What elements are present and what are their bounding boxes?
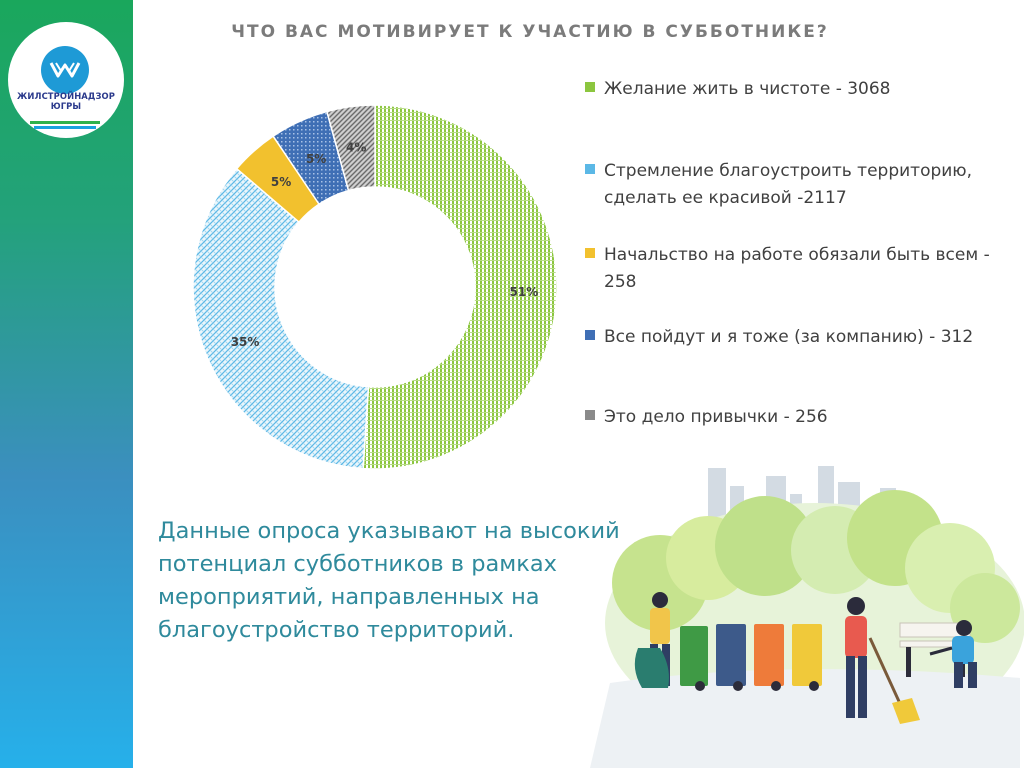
legend-label: Это дело привычки - 256 — [604, 407, 828, 427]
legend-swatch — [585, 82, 595, 92]
person-sweeping — [845, 597, 920, 724]
legend-item: Все пойдут и я тоже (за компанию) - 312 — [585, 324, 1014, 351]
chart-title: ЧТО ВАС МОТИВИРУЕТ К УЧАСТИЮ В СУББОТНИК… — [231, 22, 829, 42]
legend-swatch — [585, 248, 595, 258]
legend-item: Стремление благоустроить территорию, сде… — [585, 158, 1014, 212]
conclusion-text: Данные опроса указывают на высокий потен… — [158, 518, 620, 643]
logo-stripe-green — [30, 121, 100, 124]
logo-text: ЖИЛСТРОЙНАДЗОР ЮГРЫ — [17, 91, 115, 111]
wave-emblem-icon — [41, 46, 89, 94]
donut-slice-1 — [362, 104, 558, 470]
slice-percent-label: 51% — [510, 285, 539, 299]
legend-label: Желание жить в чистоте - 3068 — [604, 79, 891, 99]
legend-item: Это дело привычки - 256 — [585, 404, 1014, 431]
cleanup-illustration — [590, 466, 1024, 768]
donut-chart: 51% 35% 5% 5% 4% — [192, 104, 558, 470]
donut-slice-2 — [192, 167, 370, 470]
legend-item: Начальство на работе обязали быть всем -… — [585, 242, 1014, 296]
legend-swatch — [585, 410, 595, 420]
sidebar-gradient: ЖИЛСТРОЙНАДЗОР ЮГРЫ — [0, 0, 133, 768]
logo-stripe-blue — [34, 126, 96, 129]
legend-item: Желание жить в чистоте - 3068 — [585, 76, 1014, 103]
legend-swatch — [585, 164, 595, 174]
trees — [612, 490, 1020, 643]
legend-swatch — [585, 330, 595, 340]
slice-percent-label: 4% — [346, 140, 366, 154]
donut-slice-5 — [325, 104, 376, 192]
slice-percent-label: 5% — [306, 152, 326, 166]
legend-label: Все пойдут и я тоже (за компанию) - 312 — [604, 327, 974, 347]
person-painting — [929, 620, 977, 688]
ground — [590, 669, 1020, 768]
legend-label: Начальство на работе обязали быть всем -… — [604, 245, 990, 292]
slice-percent-label: 5% — [271, 175, 291, 189]
person-with-bag — [634, 592, 670, 688]
recycling-bins — [680, 624, 822, 691]
legend-label: Стремление благоустроить территорию, сде… — [604, 161, 973, 208]
slice-percent-label: 35% — [231, 335, 260, 349]
